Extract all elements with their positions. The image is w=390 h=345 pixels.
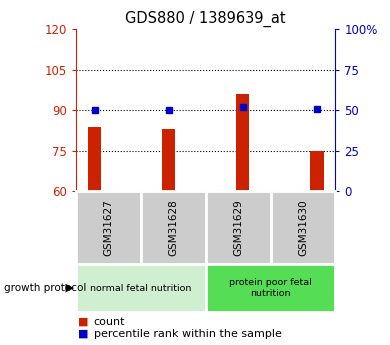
Bar — [76, 264, 206, 312]
Text: GSM31628: GSM31628 — [168, 199, 178, 256]
Text: count: count — [94, 317, 125, 327]
Text: GSM31630: GSM31630 — [298, 199, 308, 256]
Text: ■: ■ — [78, 329, 89, 338]
Bar — [236, 94, 250, 191]
Bar — [88, 127, 101, 191]
Bar — [206, 191, 271, 264]
Text: protein poor fetal
nutrition: protein poor fetal nutrition — [229, 278, 312, 298]
Text: ■: ■ — [78, 317, 89, 327]
Text: growth protocol: growth protocol — [4, 283, 86, 293]
Text: percentile rank within the sample: percentile rank within the sample — [94, 329, 282, 338]
Text: GSM31629: GSM31629 — [233, 199, 243, 256]
Text: normal fetal nutrition: normal fetal nutrition — [90, 284, 191, 293]
Bar — [310, 151, 324, 191]
Polygon shape — [66, 284, 74, 293]
Bar — [271, 191, 335, 264]
Text: GDS880 / 1389639_at: GDS880 / 1389639_at — [126, 10, 286, 27]
Bar — [76, 191, 141, 264]
Bar — [141, 191, 206, 264]
Text: GSM31627: GSM31627 — [103, 199, 113, 256]
Bar — [206, 264, 335, 312]
Bar — [162, 129, 176, 191]
